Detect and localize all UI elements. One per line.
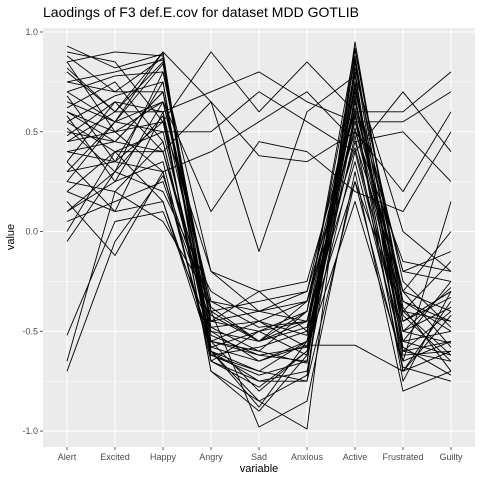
x-tick-label: Frustrated xyxy=(382,452,423,462)
x-tick-label: Guilty xyxy=(439,452,463,462)
y-tick-label: 0.0 xyxy=(25,227,38,237)
series-line-43 xyxy=(66,101,452,342)
y-axis: 1.0 0.5 0.0 -0.5 -1.0 xyxy=(22,27,43,436)
x-tick-label: Sad xyxy=(251,452,267,462)
series-line-30 xyxy=(66,91,452,213)
series-lines xyxy=(66,41,452,430)
series-line-20 xyxy=(66,151,452,392)
x-axis-title: variable xyxy=(240,463,279,475)
series-line-27 xyxy=(66,71,452,123)
series-line-38 xyxy=(66,81,452,372)
x-tick-label: Alert xyxy=(58,452,77,462)
series-line-41 xyxy=(66,47,452,352)
x-tick-label: Active xyxy=(343,452,368,462)
y-tick-label: 0.5 xyxy=(25,127,38,137)
y-axis-title: value xyxy=(5,224,17,250)
series-line-35 xyxy=(66,81,452,362)
x-tick-label: Anxious xyxy=(291,452,324,462)
series-line-34 xyxy=(66,61,452,382)
chart-title: Laodings of F3 def.E.cov for dataset MDD… xyxy=(43,4,359,20)
series-line-42 xyxy=(66,81,452,362)
x-axis: Alert Excited Happy Angry Sad Anxious Active Fr… xyxy=(58,447,463,462)
series-line-36 xyxy=(66,51,452,272)
y-tick-label: 1.0 xyxy=(25,27,38,37)
x-tick-label: Excited xyxy=(100,452,130,462)
series-line-21 xyxy=(66,99,452,356)
y-tick-label: -0.5 xyxy=(22,326,38,336)
series-line-32 xyxy=(66,91,452,428)
series-line-39 xyxy=(66,71,452,312)
x-tick-label: Happy xyxy=(150,452,177,462)
series-line-40 xyxy=(66,101,452,408)
x-tick-label: Angry xyxy=(199,452,223,462)
series-line-37 xyxy=(66,61,452,332)
series-line-29 xyxy=(66,91,452,182)
y-tick-label: -1.0 xyxy=(22,426,38,436)
